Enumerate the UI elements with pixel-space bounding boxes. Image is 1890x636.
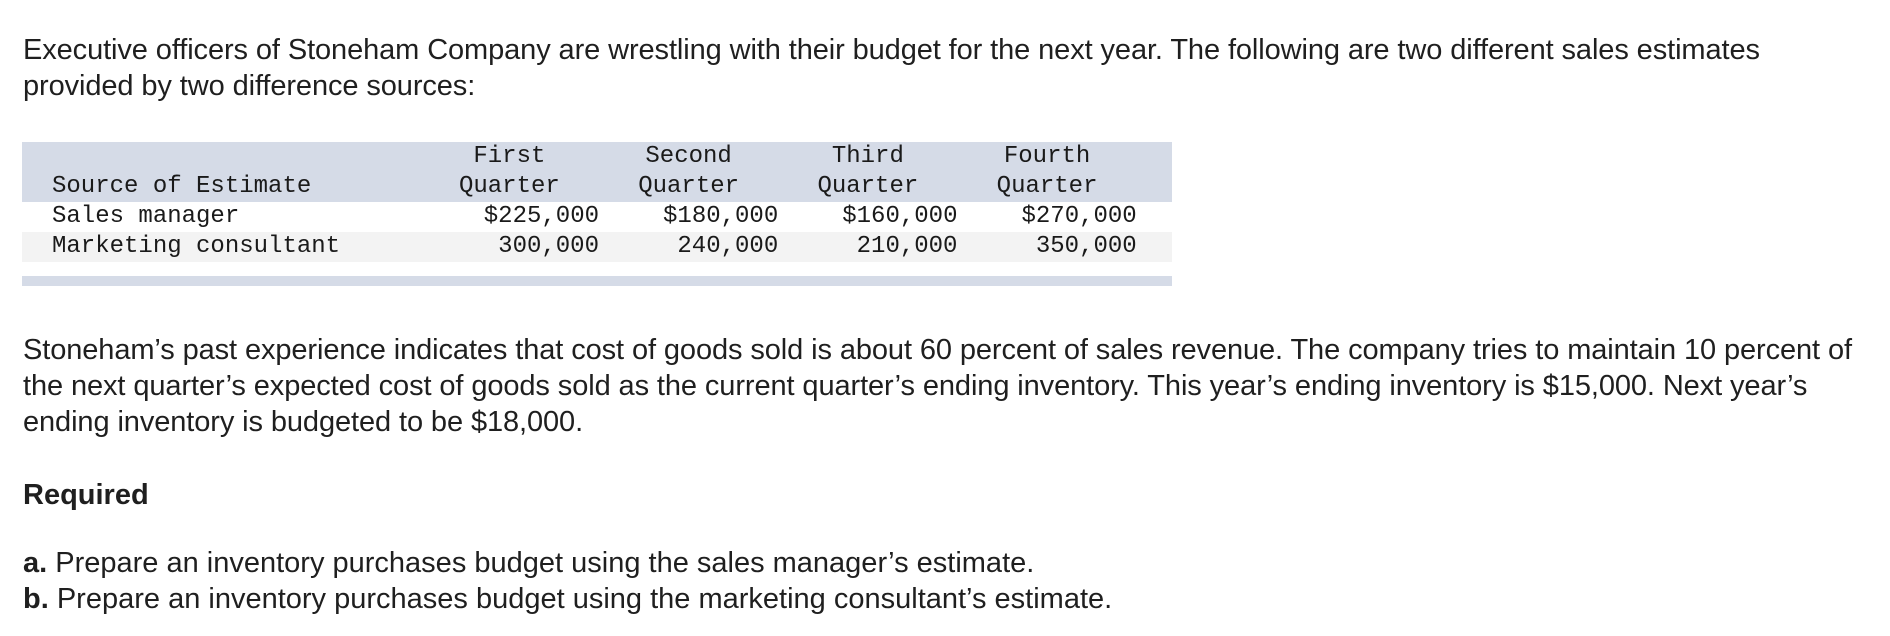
header-q3-bottom: Quarter bbox=[778, 172, 958, 202]
header-q1-bottom: Quarter bbox=[419, 172, 599, 202]
header-q2-top: Second bbox=[599, 142, 779, 172]
header-q4-top: Fourth bbox=[957, 142, 1137, 172]
header-q4-bottom: Quarter bbox=[957, 172, 1137, 202]
cell-value: 300,000 bbox=[419, 232, 599, 262]
cell-value: 240,000 bbox=[599, 232, 779, 262]
cell-value: 350,000 bbox=[957, 232, 1137, 262]
requirement-b-text: Prepare an inventory purchases budget us… bbox=[48, 583, 1113, 615]
cell-value: $225,000 bbox=[419, 202, 599, 232]
cell-value: $160,000 bbox=[778, 202, 958, 232]
cell-value: $180,000 bbox=[599, 202, 779, 232]
requirement-b-letter: b. bbox=[23, 583, 49, 615]
header-q3-top: Third bbox=[778, 142, 958, 172]
requirement-b: b. Prepare an inventory purchases budget… bbox=[23, 581, 1112, 617]
header-q2-bottom: Quarter bbox=[599, 172, 779, 202]
header-q1-top: First bbox=[419, 142, 599, 172]
cell-value: $270,000 bbox=[957, 202, 1137, 232]
requirement-a-text: Prepare an inventory purchases budget us… bbox=[47, 547, 1035, 579]
sales-estimate-table-container: First Second Third Fourth Source of Esti… bbox=[22, 142, 1172, 286]
required-heading: Required bbox=[23, 479, 149, 511]
table-row: Sales manager $225,000 $180,000 $160,000… bbox=[22, 202, 1172, 232]
header-blank-cell bbox=[22, 142, 420, 172]
requirement-a-letter: a. bbox=[23, 547, 48, 579]
intro-paragraph: Executive officers of Stoneham Company a… bbox=[23, 34, 1760, 102]
row-label-marketing-consultant: Marketing consultant bbox=[22, 232, 420, 262]
header-source-label: Source of Estimate bbox=[22, 172, 420, 202]
cell-value: 210,000 bbox=[778, 232, 958, 262]
row-label-sales-manager: Sales manager bbox=[22, 202, 420, 232]
table-row: Marketing consultant 300,000 240,000 210… bbox=[22, 232, 1172, 262]
table-bottom-rule bbox=[22, 276, 1172, 286]
table-header-row-top: First Second Third Fourth bbox=[22, 142, 1172, 172]
table-header-row-bottom: Source of Estimate Quarter Quarter Quart… bbox=[22, 172, 1172, 202]
sales-estimate-table: First Second Third Fourth Source of Esti… bbox=[22, 142, 1172, 262]
requirement-a: a. Prepare an inventory purchases budget… bbox=[23, 545, 1034, 581]
context-paragraph: Stoneham’s past experience indicates tha… bbox=[23, 334, 1852, 438]
